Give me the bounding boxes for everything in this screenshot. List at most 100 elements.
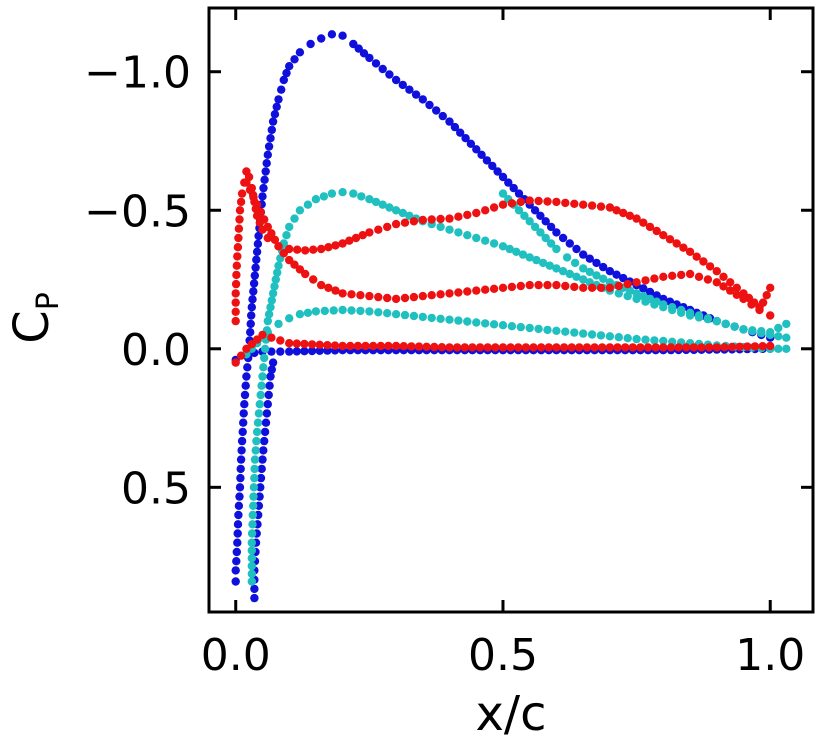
data-point-cyan xyxy=(274,319,283,329)
data-point-cyan xyxy=(632,289,641,298)
data-point-blue xyxy=(261,167,270,176)
data-point-red xyxy=(307,340,317,349)
data-point-cyan xyxy=(570,258,580,268)
data-point-cyan xyxy=(614,333,623,342)
data-point-red xyxy=(285,339,294,348)
data-point-red xyxy=(437,343,447,352)
data-point-red xyxy=(234,224,244,233)
data-point-cyan xyxy=(282,231,291,240)
data-point-red xyxy=(338,239,347,248)
data-point-red xyxy=(543,197,552,206)
data-point-cyan xyxy=(271,275,280,284)
data-point-red xyxy=(324,283,333,292)
data-point-cyan xyxy=(338,305,347,315)
data-point-blue xyxy=(267,347,276,356)
data-point-blue xyxy=(247,311,256,320)
data-point-cyan xyxy=(285,222,294,232)
data-point-blue xyxy=(260,175,269,184)
data-point-red xyxy=(236,197,246,207)
data-point-blue xyxy=(493,167,502,176)
data-point-blue xyxy=(315,346,324,355)
data-point-cyan xyxy=(645,294,655,304)
data-point-cyan xyxy=(347,306,356,315)
data-point-blue xyxy=(295,48,305,57)
data-point-blue xyxy=(438,111,447,121)
data-point-blue xyxy=(265,381,274,390)
data-point-red xyxy=(727,342,737,352)
data-point-cyan xyxy=(259,363,268,372)
data-point-red xyxy=(543,280,552,290)
data-point-red xyxy=(525,280,534,290)
data-point-red xyxy=(705,343,714,352)
data-point-cyan xyxy=(319,192,329,201)
data-point-red xyxy=(619,208,628,218)
data-point-red xyxy=(231,298,240,307)
data-point-blue xyxy=(240,400,249,409)
data-point-cyan xyxy=(552,244,561,254)
data-point-red xyxy=(427,215,436,224)
data-point-blue xyxy=(257,464,266,474)
data-point-blue xyxy=(259,446,268,455)
data-point-blue xyxy=(425,100,434,110)
data-point-cyan xyxy=(659,336,668,346)
data-point-red xyxy=(292,339,301,348)
data-point-red xyxy=(726,286,735,295)
data-point-red xyxy=(361,341,370,351)
data-point-cyan xyxy=(712,316,721,326)
data-point-red xyxy=(391,219,401,229)
data-point-blue xyxy=(253,239,263,249)
data-point-cyan xyxy=(534,324,543,334)
data-point-red xyxy=(694,272,704,281)
data-point-red xyxy=(463,210,472,220)
data-point-cyan xyxy=(249,483,259,492)
data-point-blue xyxy=(260,436,269,446)
data-point-blue xyxy=(572,244,581,254)
data-point-blue xyxy=(371,59,381,68)
data-point-red xyxy=(559,343,569,352)
data-point-cyan xyxy=(285,314,294,323)
data-point-blue xyxy=(231,577,240,586)
data-point-cyan xyxy=(357,192,366,201)
data-point-red xyxy=(534,196,543,206)
data-point-blue xyxy=(232,557,241,566)
data-point-blue xyxy=(235,492,244,501)
data-point-red xyxy=(231,307,240,316)
data-point-cyan xyxy=(258,372,267,381)
data-point-blue xyxy=(263,400,272,409)
data-point-red xyxy=(245,185,255,195)
data-point-blue xyxy=(509,183,518,193)
data-point-blue xyxy=(652,291,661,300)
data-point-blue xyxy=(300,347,309,356)
data-point-cyan xyxy=(512,247,521,256)
data-point-cyan xyxy=(774,332,783,341)
data-point-cyan xyxy=(579,275,588,284)
data-point-red xyxy=(632,214,641,223)
data-point-cyan xyxy=(668,303,677,312)
data-point-red xyxy=(732,290,741,299)
data-point-red xyxy=(650,274,659,283)
data-point-red xyxy=(529,343,538,352)
data-point-cyan xyxy=(498,189,508,198)
data-point-red xyxy=(231,316,240,326)
data-point-red xyxy=(521,343,531,352)
data-point-blue xyxy=(327,30,337,39)
data-point-red xyxy=(483,343,492,352)
data-point-blue xyxy=(252,255,261,264)
y-tick-label: −0.5 xyxy=(84,186,191,237)
data-point-red xyxy=(374,225,383,234)
data-point-cyan xyxy=(703,314,713,323)
data-point-red xyxy=(249,193,258,202)
data-point-red xyxy=(677,270,686,280)
data-point-red xyxy=(383,293,392,303)
data-point-cyan xyxy=(587,330,597,339)
data-point-red xyxy=(489,203,499,212)
data-point-cyan xyxy=(774,323,783,333)
data-point-blue xyxy=(585,254,594,263)
data-point-cyan xyxy=(579,264,588,273)
data-point-blue xyxy=(240,390,250,400)
data-point-cyan xyxy=(250,455,260,464)
data-point-red xyxy=(472,286,481,295)
data-point-red xyxy=(475,343,485,352)
data-point-cyan xyxy=(489,239,499,248)
data-point-red xyxy=(237,189,247,198)
